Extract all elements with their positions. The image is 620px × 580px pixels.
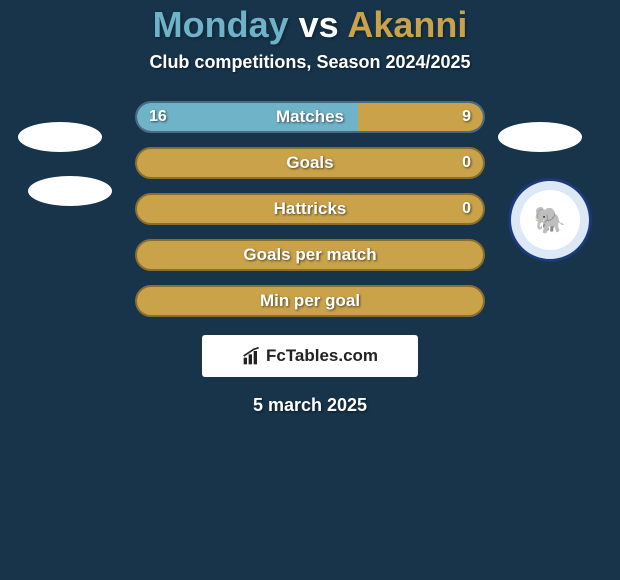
bar-mpg: Min per goal (135, 285, 485, 317)
branding-badge: FcTables.com (202, 335, 418, 377)
hattricks-right-value: 0 (462, 200, 471, 218)
bar-gpm: Goals per match (135, 239, 485, 271)
row-mpg: Min per goal (135, 285, 485, 317)
vs-text: vs (299, 4, 339, 45)
subtitle: Club competitions, Season 2024/2025 (0, 52, 620, 73)
bar-goals: Goals (135, 147, 485, 179)
player2-name: Akanni (347, 4, 467, 45)
page-title: Monday vs Akanni (0, 4, 620, 46)
content-wrapper: Monday vs Akanni Club competitions, Seas… (0, 0, 620, 580)
elephant-icon: 🐘 (534, 205, 566, 236)
hattricks-label: Hattricks (274, 199, 347, 219)
left-ellipse-2 (28, 176, 112, 206)
goals-right-value: 0 (462, 154, 471, 172)
date-text: 5 march 2025 (0, 395, 620, 416)
matches-label: Matches (135, 107, 485, 127)
left-ellipse-1 (18, 122, 102, 152)
player1-name: Monday (153, 4, 289, 45)
chart-icon (242, 346, 262, 366)
gpm-label: Goals per match (243, 245, 376, 265)
row-hattricks: Hattricks 0 (135, 193, 485, 225)
row-matches: 16 Matches 9 (135, 101, 485, 133)
mpg-label: Min per goal (260, 291, 360, 311)
goals-label: Goals (286, 153, 333, 173)
row-goals: Goals 0 (135, 147, 485, 179)
row-gpm: Goals per match (135, 239, 485, 271)
matches-right-value: 9 (462, 108, 471, 126)
club-badge: 🐘 (508, 178, 592, 262)
bar-hattricks: Hattricks (135, 193, 485, 225)
branding-text: FcTables.com (266, 346, 378, 366)
right-ellipse-1 (498, 122, 582, 152)
stat-rows: 16 Matches 9 Goals 0 Hattricks 0 Goals p… (135, 101, 485, 317)
club-badge-inner: 🐘 (520, 190, 580, 250)
